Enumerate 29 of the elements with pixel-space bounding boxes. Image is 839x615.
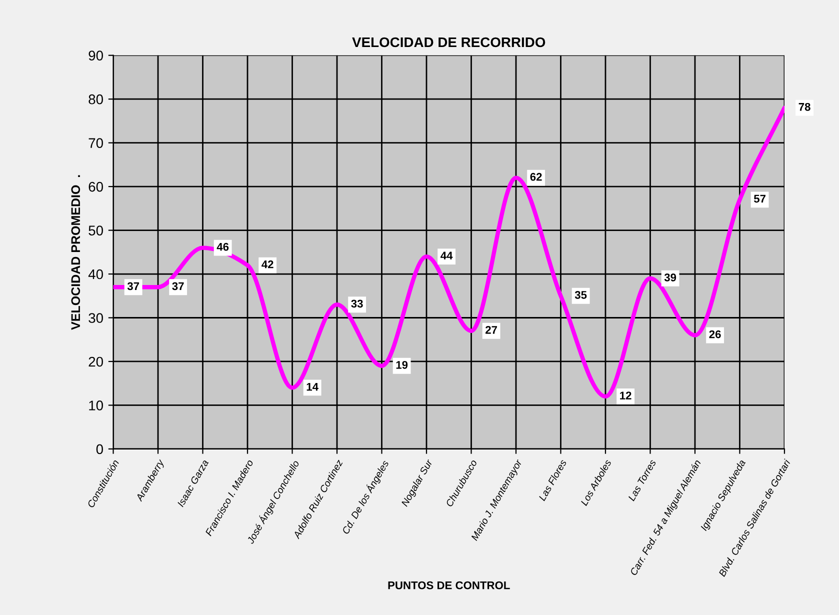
y-tick-label: 90	[88, 50, 103, 61]
y-tick-label: 20	[88, 356, 103, 367]
y-tick-label: 10	[89, 400, 103, 410]
chart-title: VELOCIDAD DE RECORRIDO	[352, 37, 546, 48]
data-label: 14	[306, 382, 318, 391]
data-label: 33	[351, 300, 363, 308]
data-label: 39	[664, 274, 676, 282]
data-label: 57	[754, 194, 766, 203]
y-tick-label: 80	[88, 94, 103, 104]
y-tick-label: 50	[88, 226, 103, 236]
data-label: 44	[440, 252, 453, 260]
data-label: 37	[172, 282, 184, 290]
data-label: 27	[486, 326, 497, 334]
y-tick-label: 30	[88, 313, 103, 323]
data-label: 35	[574, 291, 587, 299]
data-label: 12	[620, 392, 632, 400]
data-label: 62	[530, 172, 542, 181]
data-label: 26	[709, 330, 721, 338]
data-label: 78	[798, 102, 810, 111]
x-axis-title: PUNTOS DE CONTROL	[388, 581, 510, 590]
y-tick-label: 60	[88, 182, 103, 192]
y-tick-label: 0	[96, 444, 103, 454]
data-label: 19	[396, 360, 408, 369]
data-label: 42	[262, 260, 274, 268]
y-tick-label: 70	[88, 138, 103, 148]
y-axis-title: VELOCIDAD PROMEDIO .	[71, 175, 80, 330]
data-label: 37	[127, 282, 140, 290]
data-label: 46	[216, 242, 229, 251]
y-tick-label: 40	[88, 269, 103, 280]
